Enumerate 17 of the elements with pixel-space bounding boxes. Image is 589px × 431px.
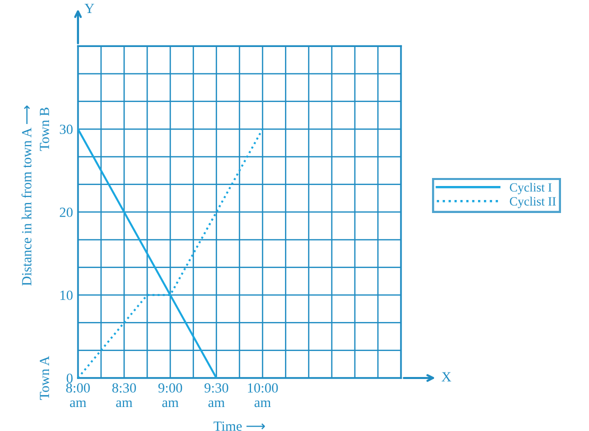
x-tick-label: 9:00 am xyxy=(158,383,182,408)
x-tick-label: 8:30 am xyxy=(112,383,136,408)
text: Y xyxy=(84,4,94,13)
x-tick-label: 8:00 am xyxy=(66,383,90,408)
x-tick-label: 10:00 am xyxy=(248,383,278,408)
y-tick-label: 0 xyxy=(66,374,73,383)
text: Town A xyxy=(40,356,50,400)
y-tick-label: 30 xyxy=(60,124,73,134)
x-tick-label: 9:30 am xyxy=(204,383,228,408)
x-axis-title: Time ⟶ xyxy=(214,422,265,431)
text: X xyxy=(442,372,452,382)
text: Town B xyxy=(40,108,50,151)
legend-label: Cyclist I xyxy=(510,182,552,194)
y-axis-title: Distance in km from town A ⟶ xyxy=(21,106,32,286)
y-tick-label: 20 xyxy=(60,208,73,218)
legend-label: Cyclist II xyxy=(510,196,556,208)
y-tick-label: 10 xyxy=(60,290,73,300)
